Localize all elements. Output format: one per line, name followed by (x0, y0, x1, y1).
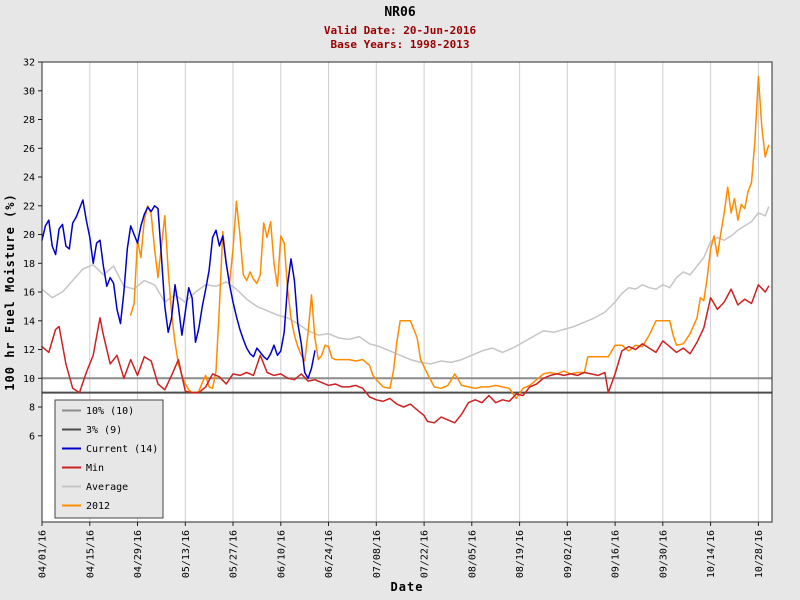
y-tick-label: 14 (23, 316, 35, 327)
legend-box (54, 399, 164, 519)
y-tick-label: 26 (23, 144, 35, 155)
y-tick-label: 32 (23, 58, 35, 69)
x-axis-ticks: 04/01/16 04/15/16 04/29/16 05/13/16 05/27/16… (38, 522, 765, 578)
series-min (41, 284, 770, 424)
x-tick-label: 09/02/16 (563, 530, 574, 578)
x-axis-title: Date (391, 580, 424, 594)
x-tick-label: 09/16/16 (611, 530, 622, 578)
x-tick-label: 06/10/16 (276, 530, 287, 578)
reference-lines (42, 377, 772, 394)
x-tick-label: 10/28/16 (754, 530, 765, 578)
x-tick-label: 06/24/16 (324, 530, 335, 578)
y-axis-ticks: 6 8 10 12 14 16 18 20 22 24 26 28 30 32 (23, 58, 42, 442)
y-tick-label: 20 (23, 230, 35, 241)
y-tick-label: 8 (29, 403, 35, 414)
legend-label: Current (14) (86, 444, 158, 455)
fuel-moisture-chart: 04/01/16 04/15/16 04/29/16 05/13/16 05/27/16… (3, 58, 773, 594)
y-tick-label: 6 (29, 431, 35, 442)
valid-date-subtitle: Valid Date: 20-Jun-2016 (323, 24, 477, 37)
y-axis-title: 100 hr Fuel Moisture (%) (3, 193, 17, 390)
x-tick-label: 09/30/16 (658, 530, 669, 578)
x-tick-label: 07/22/16 (420, 530, 431, 578)
legend-label: 2012 (86, 501, 110, 512)
x-tick-label: 05/13/16 (181, 530, 192, 578)
x-tick-label: 08/19/16 (515, 530, 526, 578)
page-title: NR06 (384, 5, 416, 20)
y-tick-label: 12 (23, 345, 35, 356)
data-series (41, 75, 770, 424)
y-tick-label: 24 (23, 173, 35, 184)
gridlines (41, 62, 759, 522)
base-years-subtitle: Base Years: 1998-2013 (330, 38, 470, 51)
legend-label: 10% (10) (86, 406, 134, 417)
series-current-14- (41, 199, 316, 380)
x-tick-label: 08/05/16 (467, 530, 478, 578)
legend-label: Average (86, 482, 128, 493)
y-tick-label: 10 (23, 374, 35, 385)
x-tick-label: 04/15/16 (85, 530, 96, 578)
y-tick-label: 16 (23, 288, 35, 299)
x-tick-label: 04/01/16 (38, 530, 49, 578)
y-tick-label: 22 (23, 201, 35, 212)
x-tick-label: 10/14/16 (706, 530, 717, 578)
y-tick-label: 30 (23, 86, 35, 97)
legend-label: Min (86, 463, 104, 474)
x-tick-label: 05/27/16 (229, 530, 240, 578)
x-tick-label: 07/08/16 (372, 530, 383, 578)
x-tick-label: 04/29/16 (133, 530, 144, 578)
legend: 10% (10) 3% (9) Current (14) Min Average 2012 (54, 399, 164, 519)
legend-label: 3% (9) (86, 425, 122, 436)
y-tick-label: 28 (23, 115, 35, 126)
y-tick-label: 18 (23, 259, 35, 270)
